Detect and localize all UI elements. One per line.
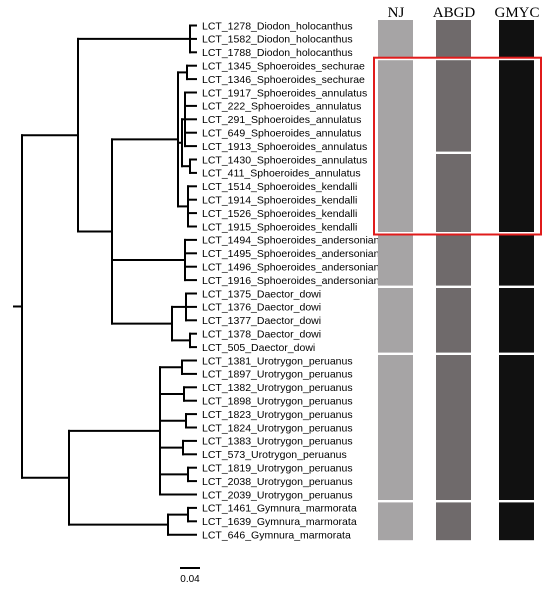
species-delimitation-columns: NJ ABGD GMYC — [378, 5, 540, 541]
taxon-label: LCT_573_Urotrygon_peruanus — [202, 449, 347, 461]
taxon-label: LCT_1496_Sphoeroides_andersonianus — [202, 262, 391, 274]
nj-species-bar — [378, 20, 413, 58]
scale-bar-label: 0.04 — [180, 574, 200, 585]
taxon-label: LCT_1819_Urotrygon_peruanus — [202, 463, 353, 475]
taxon-label: LCT_2039_Urotrygon_peruanus — [202, 489, 353, 501]
taxon-label: LCT_222_Sphoeroides_annulatus — [202, 101, 361, 113]
taxon-label: LCT_1916_Sphoeroides_andersonianus — [202, 275, 391, 287]
taxon-label: LCT_1495_Sphoeroides_andersonianus — [202, 248, 391, 260]
gmyc-species-bar — [499, 234, 534, 286]
taxon-label: LCT_1345_Sphoeroides_sechurae — [202, 61, 365, 73]
taxon-label: LCT_1913_Sphoeroides_annulatus — [202, 141, 367, 153]
taxon-label: LCT_1382_Urotrygon_peruanus — [202, 382, 353, 394]
nj-species-bar — [378, 355, 413, 500]
highlight-box — [373, 56, 542, 236]
taxon-label: LCT_1788_Diodon_holocanthus — [202, 47, 353, 59]
taxon-label: LCT_1346_Sphoeroides_sechurae — [202, 74, 365, 86]
taxon-label: LCT_1898_Urotrygon_peruanus — [202, 396, 353, 408]
taxon-label: LCT_1375_Daector_dowi — [202, 288, 321, 300]
taxon-label: LCT_1639_Gymnura_marmorata — [202, 516, 357, 528]
taxon-label: LCT_1378_Daector_dowi — [202, 329, 321, 341]
taxon-label: LCT_1278_Diodon_holocanthus — [202, 20, 353, 32]
gmyc-species-bar — [499, 355, 534, 500]
gmyc-species-bar — [499, 502, 534, 541]
taxon-label: LCT_649_Sphoeroides_annulatus — [202, 128, 361, 140]
taxon-label: LCT_1381_Urotrygon_peruanus — [202, 355, 353, 367]
scale-bar: 0.04 — [180, 567, 200, 585]
column-header-nj: NJ — [388, 5, 405, 21]
taxon-label: LCT_646_Gymnura_marmorata — [202, 530, 351, 542]
taxon-label: LCT_1514_Sphoeroides_kendalli — [202, 181, 357, 193]
gmyc-species-bar — [499, 20, 534, 58]
taxon-label: LCT_1914_Sphoeroides_kendalli — [202, 195, 357, 207]
column-header-gmyc: GMYC — [494, 5, 539, 21]
taxon-label: LCT_2038_Urotrygon_peruanus — [202, 476, 353, 488]
abgd-species-bar — [436, 20, 471, 58]
taxon-label: LCT_1917_Sphoeroides_annulatus — [202, 87, 367, 99]
abgd-species-bar — [436, 502, 471, 541]
taxon-label: LCT_1494_Sphoeroides_andersonianus — [202, 235, 391, 247]
nj-species-bar — [378, 60, 413, 233]
abgd-species-bar — [436, 355, 471, 500]
gmyc-species-bar — [499, 60, 534, 233]
taxon-label: LCT_1582_Diodon_holocanthus — [202, 34, 353, 46]
taxon-label: LCT_1897_Urotrygon_peruanus — [202, 369, 353, 381]
taxon-labels: LCT_1278_Diodon_holocanthus LCT_1582_Diod… — [202, 20, 391, 541]
abgd-species-bar — [436, 154, 471, 232]
taxon-label: LCT_505_Daector_dowi — [202, 342, 315, 354]
nj-species-bar — [378, 288, 413, 353]
taxon-label: LCT_291_Sphoeroides_annulatus — [202, 114, 361, 126]
gmyc-species-bar — [499, 288, 534, 353]
column-header-abgd: ABGD — [433, 5, 476, 21]
taxon-label: LCT_1915_Sphoeroides_kendalli — [202, 221, 357, 233]
abgd-species-bar — [436, 60, 471, 152]
taxon-label: LCT_1383_Urotrygon_peruanus — [202, 436, 353, 448]
taxon-label: LCT_1824_Urotrygon_peruanus — [202, 422, 353, 434]
tree-branches — [13, 24, 197, 536]
taxon-label: LCT_1461_Gymnura_marmorata — [202, 503, 357, 515]
taxon-label: LCT_1430_Sphoeroides_annulatus — [202, 154, 367, 166]
nj-species-bar — [378, 234, 413, 286]
taxon-label: LCT_1823_Urotrygon_peruanus — [202, 409, 353, 421]
taxon-label: LCT_1376_Daector_dowi — [202, 302, 321, 314]
taxon-label: LCT_1526_Sphoeroides_kendalli — [202, 208, 357, 220]
abgd-species-bar — [436, 234, 471, 286]
taxon-label: LCT_1377_Daector_dowi — [202, 315, 321, 327]
abgd-species-bar — [436, 288, 471, 353]
taxon-label: LCT_411_Sphoeroides_annulatus — [202, 168, 361, 180]
nj-species-bar — [378, 502, 413, 541]
